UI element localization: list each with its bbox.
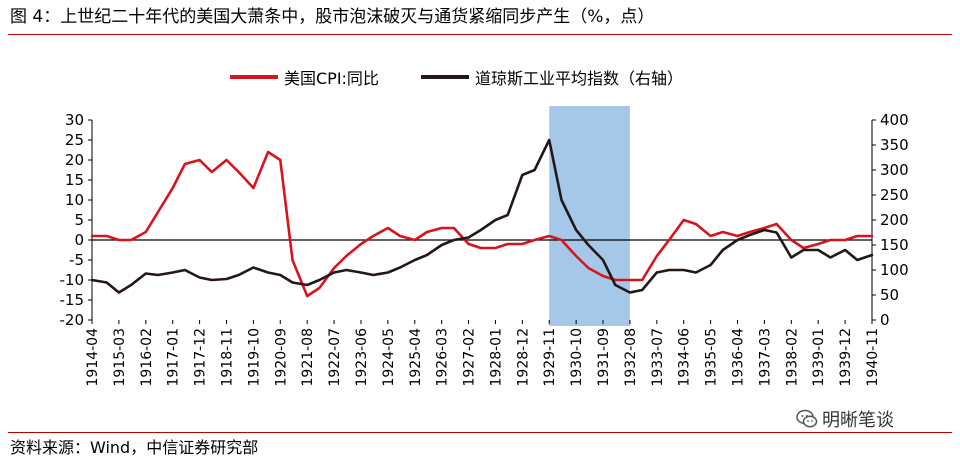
right-tick-label: 150: [880, 236, 909, 254]
left-tick-label: 30: [65, 111, 84, 129]
left-tick-label: -10: [60, 271, 85, 289]
x-tick-label: 1930-10: [569, 328, 585, 387]
x-tick-label: 1940-11: [865, 328, 881, 387]
x-tick-label: 1934-06: [677, 328, 693, 387]
x-tick-label: 1933-07: [650, 328, 666, 387]
right-tick-label: 100: [880, 261, 909, 279]
x-tick-label: 1923-06: [354, 328, 370, 387]
legend-label-dow: 道琼斯工业平均指数（右轴）: [474, 69, 683, 88]
x-tick-label: 1939-12: [838, 328, 854, 387]
deflation-highlight-band: [549, 106, 630, 326]
x-tick-label: 1936-04: [731, 328, 747, 387]
x-tick-label: 1935-05: [704, 328, 720, 387]
right-tick-label: 50: [880, 286, 899, 304]
right-tick-label: 300: [880, 161, 909, 179]
dow-series-line: [90, 138, 874, 294]
x-tick-label: 1915-03: [112, 328, 128, 387]
x-tick-label: 1932-08: [623, 328, 639, 387]
x-tick-label: 1928-12: [515, 328, 531, 387]
chart-legend: 美国CPI:同比 道琼斯工业平均指数（右轴）: [230, 64, 725, 90]
x-tick-label: 1931-09: [596, 328, 612, 387]
title-divider: [8, 34, 952, 35]
left-tick-label: 20: [65, 151, 84, 169]
left-tick-label: 5: [74, 211, 84, 229]
right-tick-label: 400: [880, 111, 909, 129]
x-tick-label: 1918-11: [219, 328, 235, 387]
x-tick-label: 1917-12: [193, 328, 209, 387]
x-tick-label: 1925-04: [408, 328, 424, 387]
legend-swatch-cpi: [230, 75, 278, 79]
x-tick-label: 1938-02: [784, 328, 800, 387]
left-tick-label: 0: [74, 231, 84, 249]
left-tick-label: -15: [60, 291, 85, 309]
x-tick-label: 1922-07: [327, 328, 343, 387]
left-tick-label: 15: [65, 171, 84, 189]
x-tick-label: 1928-01: [488, 328, 504, 387]
left-tick-label: -5: [69, 251, 84, 269]
x-tick-label: 1927-02: [462, 328, 478, 387]
x-tick-label: 1926-03: [435, 328, 451, 387]
wechat-icon: [796, 409, 818, 428]
right-tick-label: 350: [880, 136, 909, 154]
legend-label-cpi: 美国CPI:同比: [284, 69, 379, 88]
legend-swatch-dow: [420, 75, 469, 79]
x-tick-label: 1924-05: [381, 328, 397, 387]
legend-item-dow: 道琼斯工业平均指数（右轴）: [420, 65, 683, 89]
left-tick-label: 25: [65, 131, 84, 149]
left-tick-label: 10: [65, 191, 84, 209]
x-tick-label: 1921-08: [300, 328, 316, 387]
x-tick-label: 1919-10: [246, 328, 262, 387]
cpi-series-line: [90, 150, 874, 298]
x-tick-label: 1920-09: [273, 328, 289, 387]
right-tick-label: 250: [880, 186, 909, 204]
right-tick-label: 0: [880, 311, 890, 329]
right-tick-label: 200: [880, 211, 909, 229]
x-tick-label: 1916-02: [139, 328, 155, 387]
x-tick-label: 1929-11: [542, 328, 558, 387]
x-tick-label: 1917-01: [166, 328, 182, 387]
source-divider: [8, 432, 952, 433]
figure-title: 图 4：上世纪二十年代的美国大萧条中，股市泡沫破灭与通货紧缩同步产生（%，点）: [10, 7, 655, 27]
watermark-text: 明晰笔谈: [822, 410, 894, 431]
left-tick-label: -20: [60, 311, 85, 329]
x-tick-label: 1914-04: [85, 328, 101, 387]
source-note: 资料来源：Wind，中信证券研究部: [10, 438, 259, 457]
x-tick-label: 1939-01: [811, 328, 827, 387]
legend-item-cpi: 美国CPI:同比: [230, 65, 379, 89]
watermark: 明晰笔谈: [796, 407, 894, 431]
x-tick-label: 1937-03: [757, 328, 773, 387]
